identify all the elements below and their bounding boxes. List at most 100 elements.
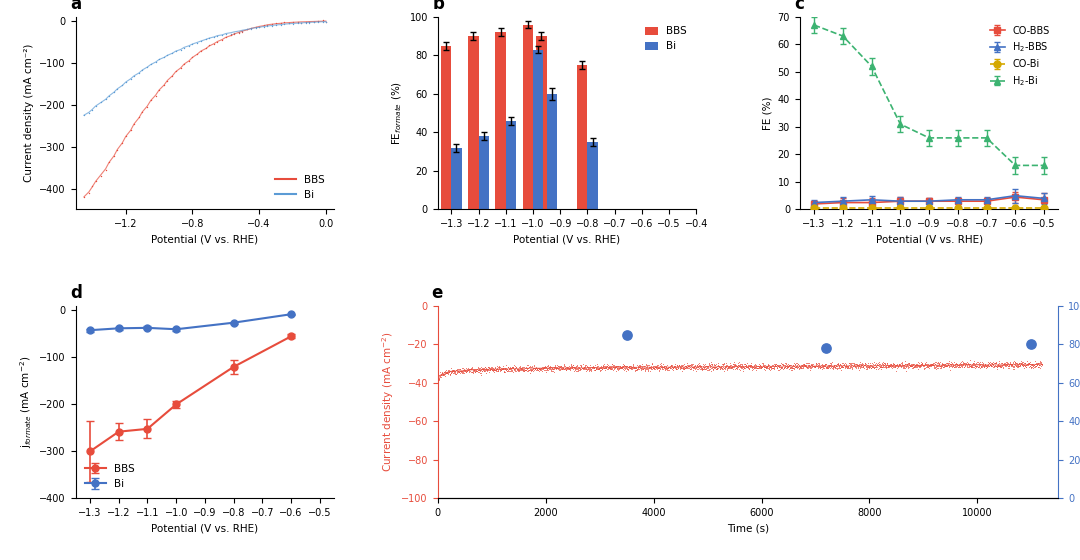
Point <box>470 365 487 374</box>
Point <box>487 362 504 371</box>
Point <box>779 363 796 372</box>
Point <box>688 362 705 371</box>
Point <box>535 365 552 374</box>
Point <box>535 363 552 372</box>
Point <box>868 362 886 371</box>
Point <box>626 366 644 375</box>
Point <box>621 363 638 372</box>
Point <box>595 362 612 371</box>
Point <box>509 365 526 374</box>
Point <box>1024 363 1041 372</box>
Point <box>708 363 726 372</box>
Point <box>480 365 497 374</box>
Point <box>470 366 487 375</box>
Point <box>773 363 791 372</box>
Point <box>937 361 955 370</box>
Point <box>637 360 654 369</box>
Point <box>768 362 785 371</box>
Point <box>920 362 937 371</box>
Point <box>484 365 501 374</box>
Point <box>611 363 629 372</box>
Point <box>869 360 887 369</box>
Point <box>825 362 842 371</box>
Point <box>611 362 629 371</box>
Point <box>960 362 977 371</box>
Point <box>888 362 905 371</box>
Legend: CO-BBS, H$_2$-BBS, CO-Bi, H$_2$-Bi: CO-BBS, H$_2$-BBS, CO-Bi, H$_2$-Bi <box>986 22 1053 92</box>
Point <box>784 365 801 374</box>
Point <box>732 360 750 369</box>
Point <box>659 360 676 369</box>
Point <box>723 362 740 371</box>
Point <box>652 362 670 371</box>
Point <box>486 367 503 376</box>
Point <box>793 363 810 372</box>
Point <box>635 364 652 373</box>
Point <box>519 366 537 375</box>
Point <box>490 362 508 371</box>
Point <box>542 364 559 373</box>
Point <box>818 360 835 368</box>
Point <box>1022 360 1039 368</box>
Point <box>805 360 822 369</box>
Point <box>906 360 923 369</box>
Point <box>431 371 448 380</box>
Point <box>615 364 632 373</box>
Point <box>748 363 766 372</box>
Point <box>918 360 935 369</box>
Point <box>875 359 892 368</box>
Point <box>872 364 889 373</box>
Point <box>563 363 580 372</box>
Point <box>450 365 468 374</box>
Point <box>584 361 602 370</box>
Point <box>644 362 661 371</box>
Point <box>550 363 567 372</box>
Point <box>730 361 747 370</box>
Point <box>854 362 872 371</box>
Point <box>175 43 192 52</box>
Point <box>847 363 864 372</box>
Point <box>808 362 825 371</box>
Point <box>525 364 542 373</box>
Point <box>532 363 550 372</box>
Point <box>531 365 549 374</box>
Point <box>727 362 744 371</box>
Point <box>948 360 966 369</box>
Point <box>716 362 733 371</box>
Point <box>444 366 461 375</box>
Point <box>703 360 720 369</box>
Point <box>538 362 555 371</box>
Point <box>1001 360 1018 368</box>
Point <box>131 69 148 78</box>
Point <box>444 366 461 375</box>
Y-axis label: Current density (mA cm$^{-2}$): Current density (mA cm$^{-2}$) <box>380 332 396 473</box>
Point <box>613 363 631 372</box>
Point <box>983 359 1000 368</box>
Point <box>996 360 1013 369</box>
Point <box>650 361 667 370</box>
Point <box>935 363 953 372</box>
Point <box>961 360 978 368</box>
Point <box>665 363 683 372</box>
Point <box>562 366 579 375</box>
Point <box>725 360 742 368</box>
Point <box>568 362 585 371</box>
Point <box>824 363 841 372</box>
Point <box>671 365 688 374</box>
Point <box>656 363 673 372</box>
Point <box>679 363 697 372</box>
Point <box>480 362 497 371</box>
Point <box>592 364 609 373</box>
Point <box>843 365 861 374</box>
Point <box>522 363 539 372</box>
Point <box>698 361 715 370</box>
Point <box>80 188 97 197</box>
Point <box>715 358 732 367</box>
Point <box>961 359 978 368</box>
Point <box>589 363 606 372</box>
Point <box>459 365 476 374</box>
Point <box>489 366 507 375</box>
Point <box>478 365 496 374</box>
Point <box>626 362 644 371</box>
Point <box>701 362 718 371</box>
